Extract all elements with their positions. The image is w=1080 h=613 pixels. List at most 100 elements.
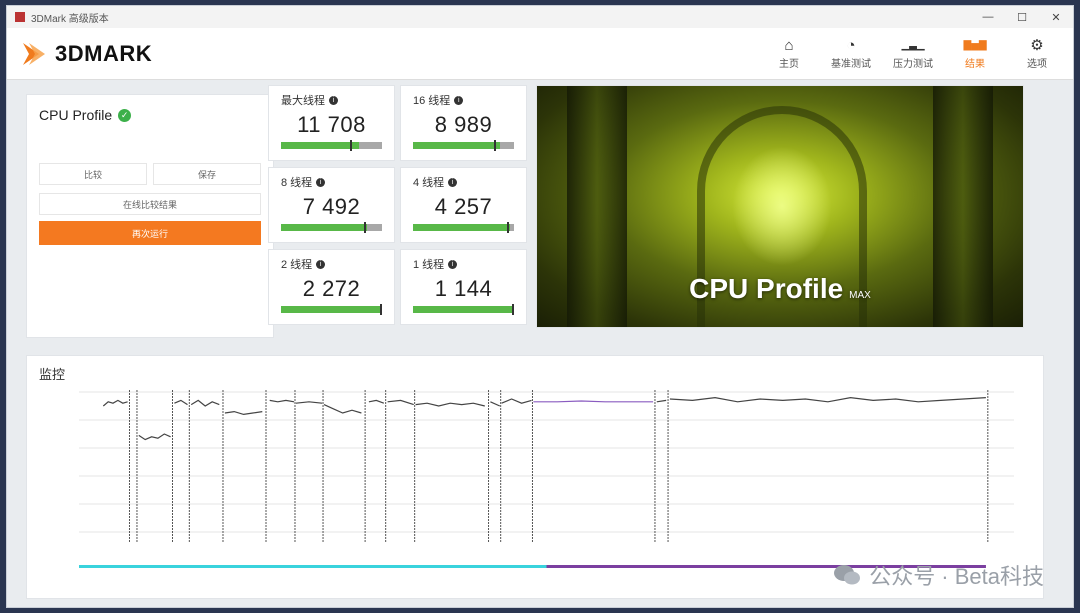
hero-title: CPU Profile MAX [537,273,1023,305]
score-value: 11 708 [297,112,366,137]
score-card: 4 线程 i 4 257 [401,168,526,242]
chart-progress-bar [546,565,986,568]
nav-benchmarks[interactable]: ◔ 基准测试 [829,37,873,70]
score-label: 最大线程 [281,95,325,107]
score-value: 2 272 [302,276,361,301]
nav-label: 选项 [1027,59,1047,70]
nav-stress-tests[interactable]: ▁▃▁ 压力测试 [891,37,935,70]
hero-arch [697,106,867,327]
hero-title-text: CPU Profile [689,273,844,304]
chart-series-segment [368,399,385,404]
chart-series-segment [295,401,323,404]
chart-series-segment [269,399,295,403]
hero-pillar [933,86,993,327]
app-header: 3DMARK ⌂ 主页 ◔ 基准测试 ▁▃▁ 压力测试 ▇▅▇ 结果 ⚙ 选项 [7,28,1073,80]
info-icon[interactable]: i [316,177,326,187]
score-card: 8 线程 i 7 492 [269,168,394,242]
check-icon: ✓ [118,108,132,122]
stress-chart-icon: ▁▃▁ [901,40,925,51]
score-label: 2 线程 [281,259,313,271]
score-label: 1 线程 [413,259,445,271]
nav-results[interactable]: ▇▅▇ 结果 [953,37,997,70]
logo-text: 3DMARK [55,40,153,66]
nav-label: 结果 [965,59,985,70]
score-value: 8 989 [434,112,493,137]
score-bar-fill [413,224,510,231]
chart-series-segment [102,399,128,407]
chart-series-segment [387,399,414,406]
hero-title-suffix: MAX [849,290,871,301]
score-bar [281,304,382,315]
hero-pillar [567,86,627,327]
gear-icon: ⚙ [1030,37,1044,54]
score-value: 7 492 [302,194,361,219]
compare-online-button[interactable]: 在线比较结果 [39,193,261,215]
chart-series-segment [190,399,220,407]
score-card: 16 线程 i 8 989 [401,86,526,160]
nav-label: 主页 [779,59,799,70]
monitoring-chart [79,390,1014,568]
window-title: 3DMark 高级版本 [31,13,109,25]
score-bar-fill [413,306,514,313]
wechat-icon [834,565,861,585]
score-bar [281,222,382,233]
score-label: 8 线程 [281,177,313,189]
info-icon[interactable]: i [448,177,458,187]
chart-series-segment [656,399,667,403]
info-icon[interactable]: i [448,259,458,269]
nav-home[interactable]: ⌂ 主页 [767,37,811,70]
close-button[interactable]: ✕ [1051,11,1061,24]
score-bar-marker [511,304,514,315]
chart-series-segment [490,401,501,407]
info-icon[interactable]: i [316,259,326,269]
score-bar-marker [379,304,382,315]
minimize-button[interactable]: — [982,11,994,23]
home-icon: ⌂ [784,37,794,54]
nav-options[interactable]: ⚙ 选项 [1015,37,1059,70]
score-value: 1 144 [434,276,493,301]
chart-series-segment [533,400,654,403]
main-nav: ⌂ 主页 ◔ 基准测试 ▁▃▁ 压力测试 ▇▅▇ 结果 ⚙ 选项 [767,37,1059,70]
score-bar-fill [281,306,382,313]
nav-label: 压力测试 [893,59,933,70]
info-icon[interactable]: i [329,95,338,105]
score-bar [281,140,382,151]
score-label: 16 线程 [413,95,451,107]
app-icon [15,12,25,22]
chart-series-segment [323,404,362,414]
test-hero-banner: CPU Profile MAX [537,86,1023,327]
score-bar-fill [413,142,500,149]
main-content: CPU Profile ✓ 比较 保存 在线比较结果 再次运行 最大线程 i 11 … [7,81,1073,607]
test-info-card: CPU Profile ✓ 比较 保存 在线比较结果 再次运行 [27,95,273,337]
chart-series-segment [669,396,986,403]
chart-series-segment [138,433,171,441]
score-bar-marker [506,222,509,233]
watermark-text: 公众号 · Beta科技 [869,564,1044,589]
score-bar [413,140,514,151]
score-label: 4 线程 [413,177,445,189]
run-again-button[interactable]: 再次运行 [39,221,261,245]
score-bar [413,222,514,233]
3dmark-logo-icon [23,42,45,65]
info-icon[interactable]: i [454,95,464,105]
score-bar-fill [281,142,359,149]
save-button[interactable]: 保存 [153,163,261,185]
gauge-icon: ◔ [846,37,856,54]
score-bar-marker [363,222,366,233]
compare-button[interactable]: 比较 [39,163,147,185]
score-bar [413,304,514,315]
chart-series-segment [415,402,485,407]
test-title: CPU Profile [39,107,113,123]
watermark: 公众号 · Beta科技 [833,559,1044,591]
logo: 3DMARK [21,39,152,69]
score-bar-marker [349,140,352,151]
score-bar-fill [281,224,367,231]
score-card: 1 线程 i 1 144 [401,250,526,324]
score-bar-marker [493,140,496,151]
nav-label: 基准测试 [831,59,871,70]
chart-series-segment [224,410,263,416]
monitoring-panel: 监控 [27,356,1043,598]
app-window: 3DMark 高级版本 — ☐ ✕ 3DMARK ⌂ 主页 ◔ 基准测试 ▁▃▁ [6,5,1074,608]
monitoring-title: 监控 [39,367,66,382]
maximize-button[interactable]: ☐ [1017,11,1027,24]
